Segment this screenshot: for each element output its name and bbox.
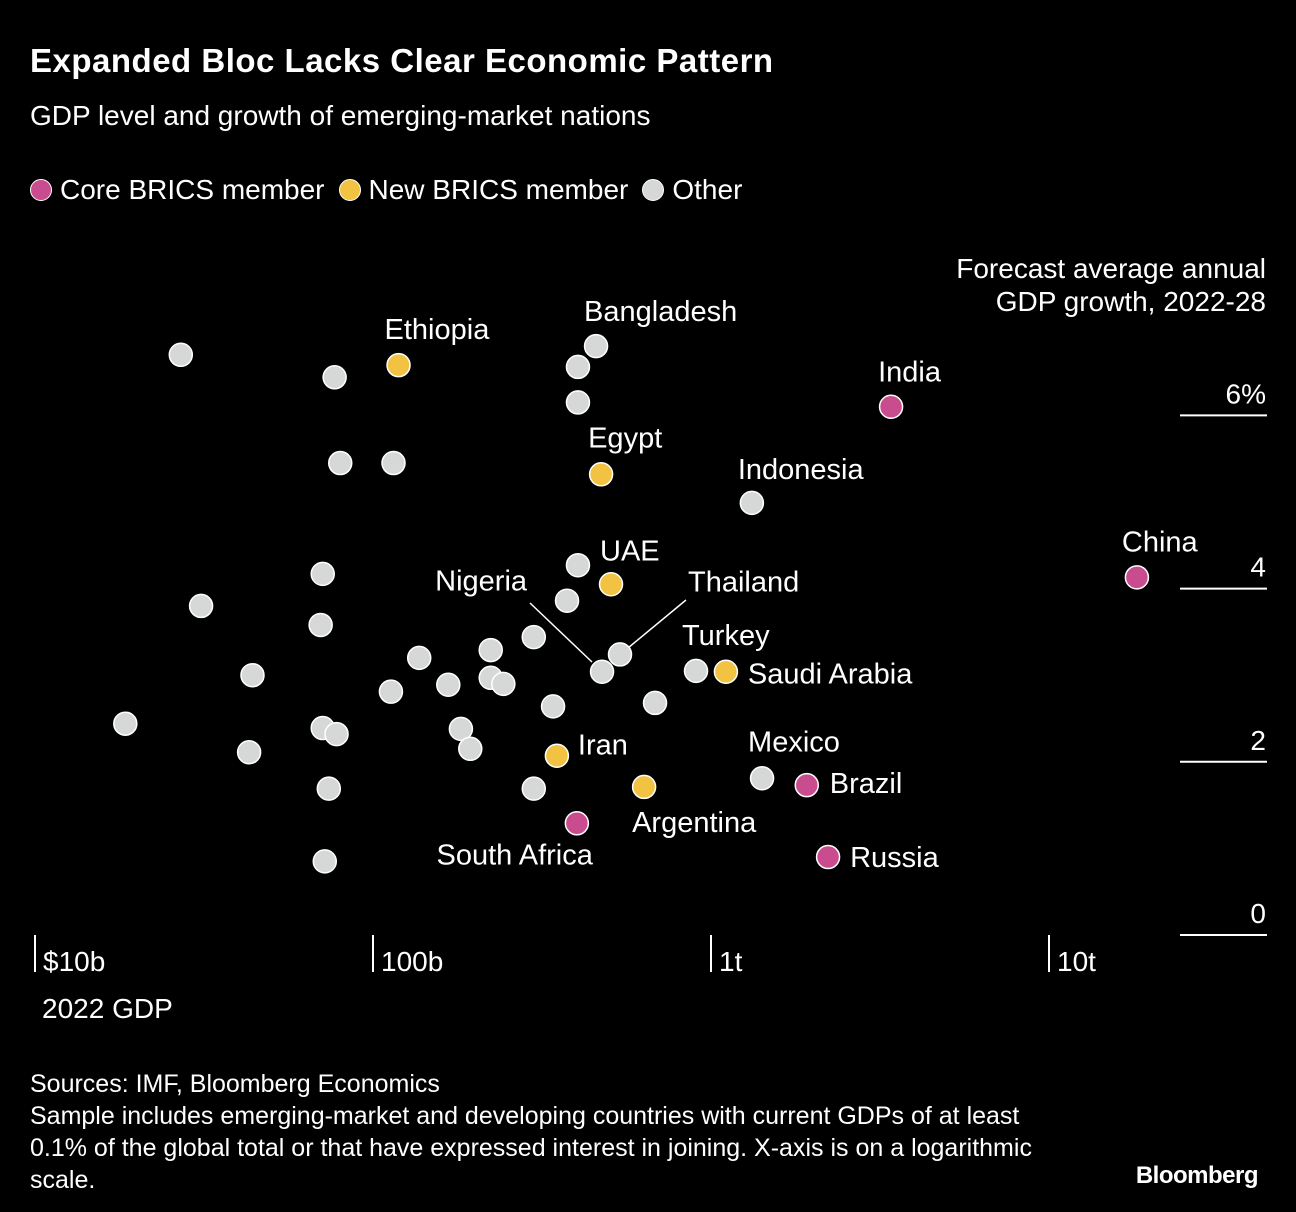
point-label: Thailand: [688, 566, 799, 598]
point-label: Argentina: [632, 807, 757, 839]
data-point: [565, 552, 591, 578]
y-tick-label: 2: [1250, 725, 1266, 756]
point-label: Russia: [850, 842, 940, 874]
data-point: [316, 776, 342, 801]
point-label: Bangladesh: [584, 296, 737, 328]
data-point: [565, 390, 591, 415]
data-point-thailand: [607, 642, 633, 667]
note-text: Sample includes emerging-market and deve…: [30, 1102, 1032, 1194]
data-point: [327, 450, 353, 476]
sources-text: Sources: IMF, Bloomberg Economics: [30, 1070, 440, 1098]
data-point: [324, 721, 349, 747]
legend-swatch-core: [30, 179, 52, 201]
data-point: [381, 450, 406, 476]
chart-title: Expanded Bloc Lacks Clear Economic Patte…: [30, 42, 774, 79]
data-point-indonesia: [739, 490, 765, 516]
data-point-china: [1124, 565, 1150, 590]
x-axis-title: 2022 GDP: [42, 993, 173, 1024]
point-label: UAE: [600, 535, 660, 567]
data-point-turkey: [683, 658, 709, 684]
legend-label: New BRICS member: [368, 174, 629, 205]
data-point: [458, 736, 483, 762]
x-tick-label: $10b: [43, 946, 105, 977]
data-point-south-africa: [564, 811, 590, 836]
data-point: [642, 690, 668, 716]
data-point: [322, 365, 347, 390]
point-label: India: [878, 357, 942, 389]
legend-item-new: New BRICS member: [338, 174, 629, 206]
legend-label: Core BRICS member: [60, 174, 325, 205]
data-point-egypt: [588, 462, 614, 487]
point-label: Turkey: [682, 620, 770, 652]
data-point-russia: [815, 844, 841, 870]
leader-line: [529, 602, 593, 663]
data-point-saudi-arabia: [713, 659, 739, 684]
data-point-uae: [598, 572, 624, 597]
data-point-argentina: [631, 774, 657, 800]
y-tick-label: 4: [1250, 552, 1266, 583]
point-label: Egypt: [588, 422, 662, 454]
data-point: [478, 637, 503, 663]
point-label: Ethiopia: [385, 314, 491, 346]
data-point: [448, 716, 474, 742]
bloomberg-logo: Bloomberg: [1135, 1162, 1259, 1189]
point-label: South Africa: [436, 839, 593, 871]
data-point-brazil: [794, 772, 820, 798]
data-point: [240, 662, 265, 688]
data-point: [113, 711, 138, 736]
y-tick-label: 0: [1250, 898, 1266, 929]
footnote: Sources: IMF, Bloomberg Economics Sample…: [30, 1068, 1040, 1196]
point-label: Brazil: [830, 768, 903, 800]
legend-item-core: Core BRICS member: [30, 174, 325, 206]
data-point-mexico: [749, 766, 775, 791]
data-point-iran: [544, 743, 570, 768]
data-point: [491, 671, 516, 697]
data-point: [312, 849, 338, 874]
x-tick-label: 10t: [1057, 946, 1096, 977]
data-point: [540, 694, 566, 719]
data-point: [188, 593, 214, 619]
data-point-india: [878, 394, 904, 419]
y-axis-title: GDP growth, 2022-28: [996, 286, 1266, 317]
legend: Core BRICS member New BRICS member Other: [30, 174, 756, 206]
point-label: Indonesia: [738, 454, 865, 486]
point-label: Saudi Arabia: [748, 659, 913, 691]
data-point: [521, 776, 547, 801]
data-point: [565, 354, 591, 380]
leader-line: [627, 599, 687, 649]
data-point: [310, 561, 335, 587]
data-point: [521, 624, 547, 650]
point-label: Mexico: [748, 726, 840, 758]
legend-item-other: Other: [642, 174, 742, 206]
point-label: Nigeria: [435, 566, 528, 598]
chart-subtitle: GDP level and growth of emerging-market …: [30, 100, 651, 131]
data-point: [308, 612, 333, 638]
data-point-ethiopia: [386, 352, 411, 378]
data-point: [236, 740, 262, 765]
point-label: Iran: [578, 730, 628, 762]
y-axis-title: Forecast average annual: [956, 253, 1266, 284]
data-point-bangladesh: [583, 333, 609, 359]
legend-swatch-new: [338, 179, 361, 201]
legend-swatch-other: [642, 179, 665, 201]
x-tick-label: 1t: [719, 946, 743, 977]
x-tick-label: 100b: [381, 946, 443, 977]
data-point: [554, 588, 580, 613]
point-label: China: [1122, 526, 1199, 558]
data-point: [168, 342, 194, 368]
data-point: [378, 679, 404, 704]
data-point-nigeria: [589, 659, 615, 684]
legend-label: Other: [672, 174, 743, 205]
y-tick-label: 6%: [1226, 378, 1266, 409]
data-point: [406, 645, 432, 671]
data-point: [436, 672, 461, 697]
